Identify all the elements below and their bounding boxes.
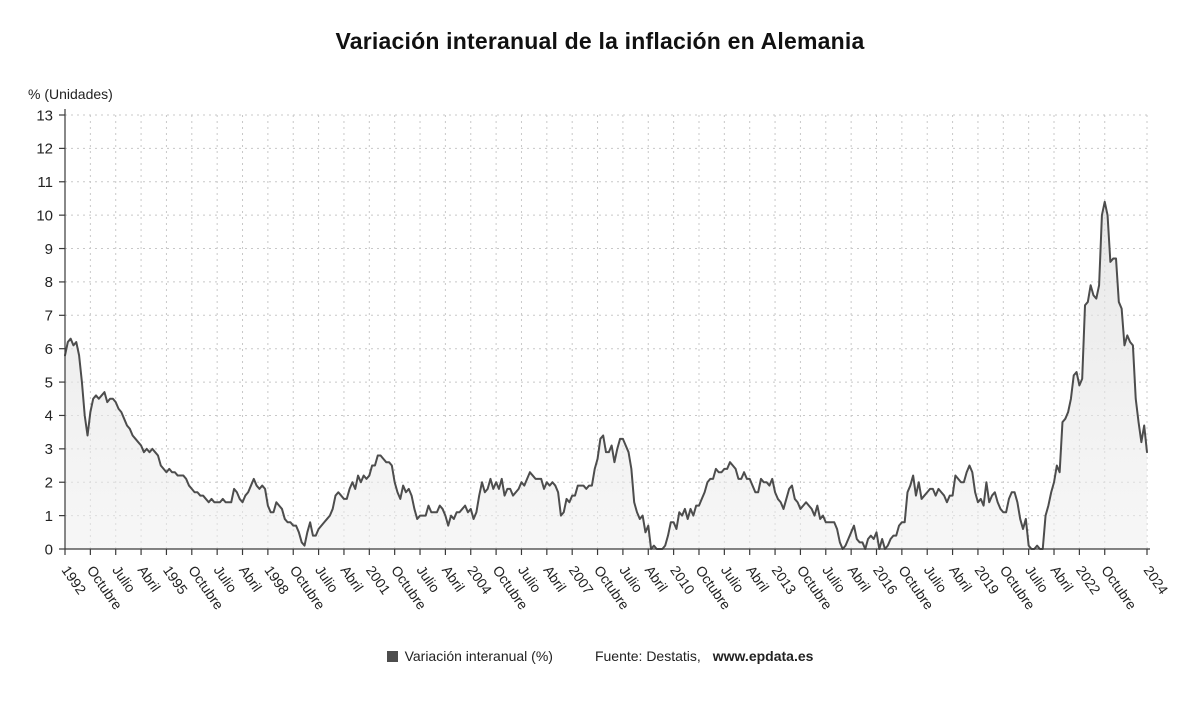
svg-text:13: 13	[36, 107, 53, 124]
axes	[59, 109, 1150, 555]
svg-text:8: 8	[45, 274, 53, 291]
svg-text:Abril: Abril	[439, 563, 468, 595]
svg-text:Abril: Abril	[743, 563, 772, 595]
source-site-link[interactable]: www.epdata.es	[712, 648, 814, 664]
svg-text:2013: 2013	[769, 563, 800, 598]
svg-text:9: 9	[45, 241, 53, 258]
inflation-area-chart: 0 1 2 3 4 5 6 7 8 9 10 11 12 13 1992 Octubre Julio Abril 1…	[0, 70, 1200, 630]
svg-text:Abril: Abril	[845, 563, 874, 595]
svg-text:Octubre: Octubre	[1098, 563, 1140, 613]
series-legend-label: Variación interanual (%)	[404, 648, 553, 664]
svg-text:10: 10	[36, 207, 53, 224]
svg-text:5: 5	[45, 374, 53, 391]
page-title: Variación interanual de la inflación en …	[335, 28, 865, 54]
source-label: Fuente: Destatis,	[594, 648, 701, 664]
svg-text:Abril: Abril	[135, 563, 164, 595]
svg-text:2010: 2010	[667, 563, 698, 598]
svg-text:2004: 2004	[464, 563, 495, 598]
svg-text:12: 12	[36, 141, 53, 158]
svg-text:6: 6	[45, 341, 53, 358]
x-tick-labels: 1992OctubreJulioAbril1995OctubreJulioAbr…	[59, 563, 1172, 613]
svg-text:0: 0	[45, 541, 53, 558]
svg-text:Abril: Abril	[946, 563, 975, 595]
svg-text:7: 7	[45, 308, 53, 325]
chart-legend: Variación interanual (%) Fuente: Destati…	[0, 648, 1200, 664]
svg-text:1992: 1992	[59, 563, 90, 598]
svg-text:2016: 2016	[870, 563, 901, 598]
svg-text:2007: 2007	[566, 563, 597, 598]
svg-text:3: 3	[45, 441, 53, 458]
svg-text:1: 1	[45, 508, 53, 525]
svg-text:Abril: Abril	[1048, 563, 1077, 595]
svg-text:2022: 2022	[1073, 563, 1104, 598]
svg-text:4: 4	[45, 408, 53, 425]
svg-text:Abril: Abril	[642, 563, 671, 595]
svg-text:1998: 1998	[261, 563, 292, 598]
svg-text:2024: 2024	[1141, 563, 1172, 598]
svg-text:1995: 1995	[160, 563, 191, 598]
series-line	[64, 200, 1148, 550]
svg-text:Abril: Abril	[236, 563, 265, 595]
area-fill	[65, 201, 1147, 550]
svg-text:11: 11	[37, 174, 53, 191]
svg-text:2: 2	[45, 474, 53, 491]
svg-text:Abril: Abril	[540, 563, 569, 595]
grid-lines	[65, 114, 1148, 549]
series-swatch-icon	[386, 650, 398, 662]
svg-text:2001: 2001	[363, 563, 394, 598]
chart-canvas: 0123456789101112131992OctubreJulioAbril1…	[36, 107, 1172, 613]
svg-text:2019: 2019	[971, 563, 1002, 598]
legend-item-source: Fuente: Destatis, www.epdata.es	[595, 648, 813, 664]
y-axis-unit-label: % (Unidades)	[28, 86, 113, 102]
legend-item-series: Variación interanual (%)	[386, 648, 553, 664]
svg-text:Abril: Abril	[337, 563, 366, 595]
